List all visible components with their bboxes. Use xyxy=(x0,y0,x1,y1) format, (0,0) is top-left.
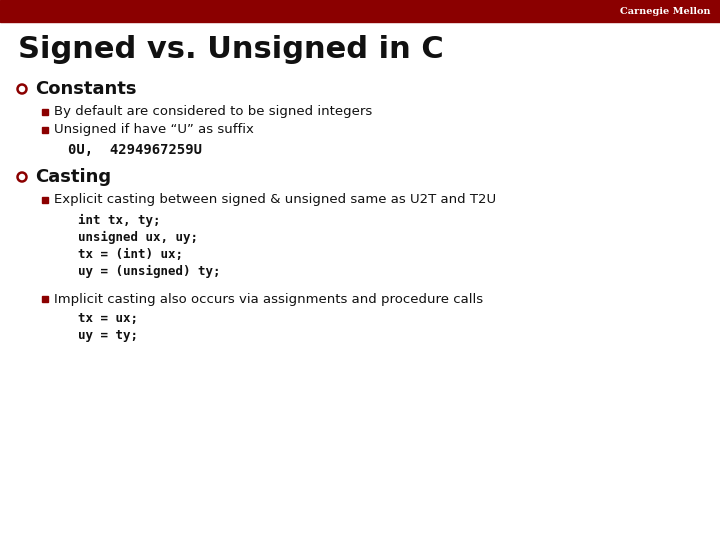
Text: Unsigned if have “U” as suffix: Unsigned if have “U” as suffix xyxy=(54,124,254,137)
Text: tx = (int) ux;: tx = (int) ux; xyxy=(78,247,183,260)
Text: Constants: Constants xyxy=(35,80,137,98)
Text: Signed vs. Unsigned in C: Signed vs. Unsigned in C xyxy=(18,36,444,64)
Bar xyxy=(42,109,48,115)
Text: unsigned ux, uy;: unsigned ux, uy; xyxy=(78,231,198,244)
Text: Implicit casting also occurs via assignments and procedure calls: Implicit casting also occurs via assignm… xyxy=(54,293,483,306)
Text: Explicit casting between signed & unsigned same as U2T and T2U: Explicit casting between signed & unsign… xyxy=(54,193,496,206)
Bar xyxy=(42,296,48,302)
Text: 0U,  4294967259U: 0U, 4294967259U xyxy=(68,143,202,157)
Text: tx = ux;: tx = ux; xyxy=(78,312,138,325)
Text: uy = ty;: uy = ty; xyxy=(78,328,138,341)
Bar xyxy=(42,197,48,203)
Bar xyxy=(0,0,720,22)
Text: int tx, ty;: int tx, ty; xyxy=(78,213,161,227)
Text: By default are considered to be signed integers: By default are considered to be signed i… xyxy=(54,105,372,118)
Text: Casting: Casting xyxy=(35,168,111,186)
Text: uy = (unsigned) ty;: uy = (unsigned) ty; xyxy=(78,265,220,278)
Text: Carnegie Mellon: Carnegie Mellon xyxy=(619,6,710,16)
Bar xyxy=(42,127,48,133)
